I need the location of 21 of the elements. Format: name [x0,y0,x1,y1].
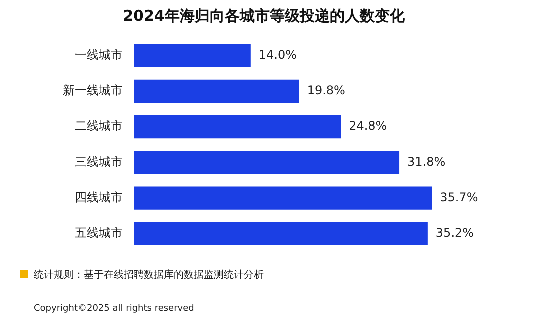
bar [134,44,251,68]
data-label: 19.8% [307,84,346,98]
data-label: 31.8% [408,154,446,169]
y-tick-label: 新一线城市 [63,84,123,98]
text: Copyright©2025 all rights reserved [34,304,194,314]
y-tick-label: 三线城市 [75,154,123,169]
bar [134,151,400,174]
bar [134,186,432,210]
y-tick-label: 四线城市 [75,190,123,204]
data-label: 14.0% [258,48,298,62]
chart-title: 2024年海归向各城市等级投递的人数变化 [123,6,406,25]
bar [134,80,300,103]
data-label: 24.8% [349,119,388,134]
y-tick-label: 五线城市 [75,226,123,240]
bar [134,222,428,246]
data-label: 35.2% [436,226,474,240]
text: 统计规则：基于在线招聘数据库的数据监测统计分析 [34,268,264,282]
data-label: 35.7% [440,190,478,204]
y-tick-label: 一线城市 [75,48,123,62]
y-tick-label: 二线城市 [75,119,123,134]
bar [134,116,342,139]
